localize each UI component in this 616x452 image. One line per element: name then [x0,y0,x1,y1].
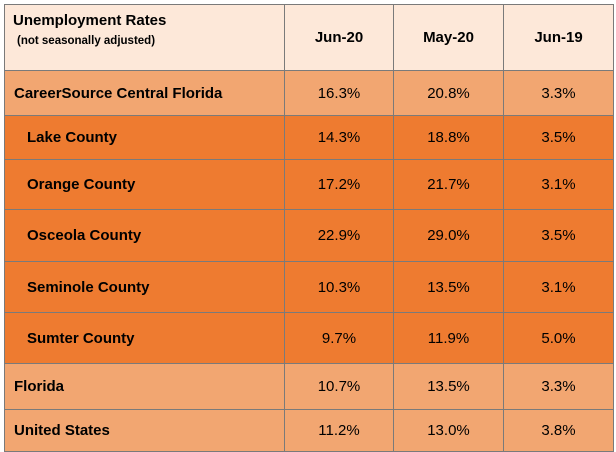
row-label: United States [4,409,285,452]
cell-value: 3.3% [503,363,614,410]
table-row: CareerSource Central Florida 16.3% 20.8%… [4,70,614,116]
cell-value: 3.8% [503,409,614,452]
column-header-may-20: May-20 [393,4,504,71]
cell-value: 3.1% [503,261,614,313]
cell-value: 9.7% [284,312,394,364]
table-row: Lake County 14.3% 18.8% 3.5% [4,115,614,160]
cell-value: 11.2% [284,409,394,452]
cell-value: 13.5% [393,261,504,313]
cell-value: 20.8% [393,70,504,116]
header-title-cell: Unemployment Rates (not seasonally adjus… [4,4,285,71]
table-title: Unemployment Rates [13,12,167,29]
row-label: Orange County [4,159,285,210]
cell-value: 5.0% [503,312,614,364]
cell-value: 10.3% [284,261,394,313]
cell-value: 16.3% [284,70,394,116]
table-row: Orange County 17.2% 21.7% 3.1% [4,159,614,210]
row-label: Lake County [4,115,285,160]
header-row: Unemployment Rates (not seasonally adjus… [4,4,614,71]
cell-value: 13.5% [393,363,504,410]
table-row: Osceola County 22.9% 29.0% 3.5% [4,209,614,262]
cell-value: 3.1% [503,159,614,210]
row-label: Florida [4,363,285,410]
cell-value: 22.9% [284,209,394,262]
table-row: Florida 10.7% 13.5% 3.3% [4,363,614,410]
cell-value: 18.8% [393,115,504,160]
row-label: Sumter County [4,312,285,364]
cell-value: 21.7% [393,159,504,210]
row-label: Osceola County [4,209,285,262]
cell-value: 14.3% [284,115,394,160]
cell-value: 17.2% [284,159,394,210]
table-row: Seminole County 10.3% 13.5% 3.1% [4,261,614,313]
cell-value: 3.5% [503,115,614,160]
table-row: Sumter County 9.7% 11.9% 5.0% [4,312,614,364]
cell-value: 29.0% [393,209,504,262]
cell-value: 3.3% [503,70,614,116]
table-subtitle: (not seasonally adjusted) [17,35,156,47]
column-header-jun-20: Jun-20 [284,4,394,71]
cell-value: 3.5% [503,209,614,262]
row-label: CareerSource Central Florida [4,70,285,116]
cell-value: 10.7% [284,363,394,410]
row-label: Seminole County [4,261,285,313]
unemployment-table: Unemployment Rates (not seasonally adjus… [4,4,614,452]
cell-value: 11.9% [393,312,504,364]
cell-value: 13.0% [393,409,504,452]
column-header-jun-19: Jun-19 [503,4,614,71]
table-row: United States 11.2% 13.0% 3.8% [4,409,614,452]
